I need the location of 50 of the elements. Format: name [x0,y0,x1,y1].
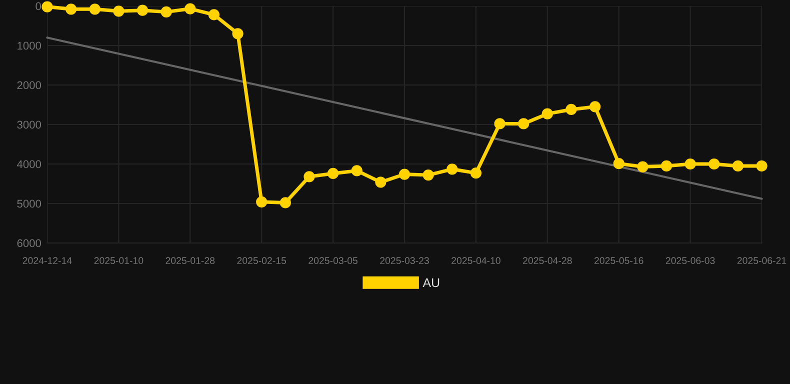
x-tick-label: 2025-06-21 [737,257,786,264]
point [589,101,601,112]
point [304,171,315,182]
point [613,158,624,170]
point [542,108,553,120]
point [280,197,291,208]
point [422,170,434,181]
x-tick-label: 2025-06-03 [666,257,715,264]
point [160,6,172,18]
x-tick-label: 2024-12-14 [22,257,72,264]
y-tick-label: 2000 [17,81,42,90]
x-tick-label: 2025-03-05 [308,257,358,264]
point [327,168,339,180]
point [637,161,648,172]
point [756,160,768,172]
x-tick-label: 2025-04-10 [452,257,500,264]
point [684,158,696,170]
x-tick-label: 2025-04-28 [523,257,572,264]
point [351,165,362,176]
x-tick-label: 2025-05-16 [594,257,644,264]
y-tick-label: 5000 [17,200,42,208]
y-tick-label: 6000 [17,239,42,248]
x-tick-label: 2025-01-10 [94,257,144,264]
x-tick-label: 2025-03-23 [380,257,429,264]
point [470,168,482,179]
point [184,3,196,14]
point [89,4,100,15]
point [42,1,53,12]
point [660,160,672,172]
point [566,104,577,116]
y-tick-label: 3000 [17,120,42,129]
point [518,118,530,130]
point [113,6,124,17]
legend-label: AU [422,278,440,288]
point [256,196,268,208]
point [375,176,386,188]
point [136,4,148,16]
y-tick-label: 1000 [18,42,42,50]
point [232,28,244,40]
point [494,118,506,130]
point [398,168,410,180]
x-tick-label: 2025-02-15 [237,257,286,264]
point [208,9,220,20]
x-tick-label: 2025-01-28 [166,257,215,264]
point [708,158,720,170]
point [446,164,458,175]
y-tick-label: 0 [36,2,42,10]
y-tick-label: 4000 [16,160,42,168]
point [66,4,77,15]
point [732,160,744,172]
